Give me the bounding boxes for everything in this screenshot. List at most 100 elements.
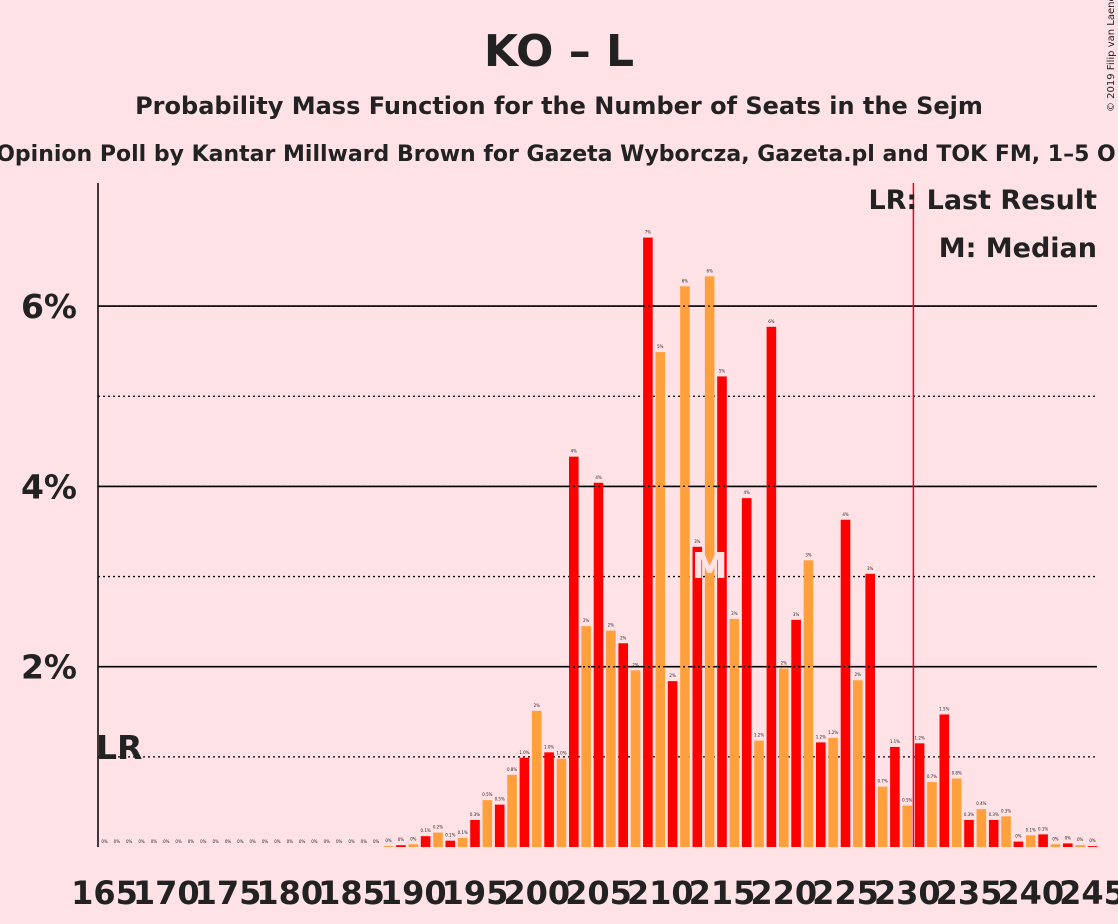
bar-label-208: 2% [632,662,639,667]
bar-245 [1087,846,1098,847]
x-tick-label-170: 170 [133,874,200,912]
bar-label-229: 1.1% [890,739,900,744]
bar-225 [840,519,851,847]
bar-label-245: 0% [1089,838,1096,843]
bar-label-221: 3% [793,612,800,617]
bar-label-193: 0.1% [445,833,455,838]
bar-label-237: 0.3% [989,812,999,817]
bar-227 [865,573,875,847]
bar-244 [1075,845,1085,847]
bar-237 [988,819,999,847]
bar-label-231: 1.2% [915,735,925,740]
bar-label-243: 0% [1065,835,1072,840]
bar-label-214: 6% [706,268,713,273]
bar-label-210: 5% [657,344,664,349]
bar-201 [544,752,554,847]
bar-label-202: 1.0% [556,751,566,756]
x-tick-label-185: 185 [318,874,385,912]
bar-242 [1050,844,1061,847]
bar-195 [470,819,480,847]
bar-label-217: 4% [744,490,751,495]
bar-label-180: 0% [287,839,294,844]
bar-label-198: 0.8% [507,767,517,772]
bar-label-188: 0% [385,838,392,843]
bar-label-191: 0.1% [421,828,431,833]
bar-label-192: 0.2% [433,825,443,830]
x-tick-label-200: 200 [503,874,570,912]
bar-label-165: 0% [101,839,108,844]
bar-label-200: 2% [534,703,541,708]
y-tick-label-2%: 2% [21,648,77,687]
chart-source: Opinion Poll by Kantar Millward Brown fo… [0,142,1116,167]
bar-label-204: 2% [583,618,590,623]
bar-label-194: 0.1% [458,830,468,835]
bar-label-218: 1.2% [754,733,764,738]
bar-label-184: 0% [336,839,343,844]
bar-label-234: 0.8% [952,770,962,775]
chart-subtitle: Probability Mass Function for the Number… [135,92,983,120]
bar-label-167: 0% [126,839,133,844]
bar-214 [704,276,715,848]
x-tick-label-245: 245 [1059,874,1118,912]
bar-label-173: 0% [200,839,207,844]
bar-198 [507,774,517,847]
x-tick-label-190: 190 [380,874,447,912]
x-tick-label-195: 195 [442,874,509,912]
bar-label-187: 0% [373,839,380,844]
bar-label-224: 1.2% [828,730,838,735]
x-tick-label-225: 225 [812,874,879,912]
bar-228 [877,786,888,847]
bar-189 [396,845,406,847]
bar-label-233: 1.5% [939,706,949,711]
bar-label-213: 3% [694,539,701,544]
bar-label-227: 3% [867,566,874,571]
bar-label-169: 0% [151,839,158,844]
bar-label-220: 2% [781,661,788,666]
bar-label-240: 0.1% [1026,827,1036,832]
bar-label-219: 6% [768,319,775,324]
bar-label-189: 0% [398,837,405,842]
bar-217 [741,498,752,847]
bar-207 [618,643,628,847]
bar-196 [482,800,493,847]
bar-224 [828,737,838,847]
bar-206 [606,630,616,847]
bar-label-166: 0% [114,839,121,844]
bar-label-181: 0% [299,839,306,844]
bar-219 [766,326,777,848]
bar-label-228: 0.7% [877,779,887,784]
bar-216 [729,618,740,847]
bar-label-201: 1.0% [544,744,554,749]
bar-label-232: 0.7% [927,774,937,779]
bar-212 [680,286,690,848]
bar-218 [754,740,764,847]
bar-label-178: 0% [262,839,269,844]
bar-209 [643,237,653,847]
bar-label-168: 0% [138,839,145,844]
x-tick-label-240: 240 [997,874,1064,912]
bar-234 [951,778,962,847]
bar-label-222: 3% [805,552,812,557]
bar-243 [1063,843,1073,847]
bar-202 [556,758,567,847]
bars [98,237,1098,848]
bar-232 [927,782,937,847]
bar-211 [667,681,678,847]
bar-238 [1001,816,1011,847]
markers: LR M [96,183,915,847]
bar-label-238: 0.3% [1001,808,1011,813]
bar-label-230: 0.5% [902,798,912,803]
bar-label-209: 7% [645,230,652,235]
bar-label-197: 0.5% [495,797,505,802]
x-tick-label-230: 230 [874,874,941,912]
bar-194 [457,837,468,847]
median-label: M [692,546,728,587]
bar-233 [939,714,950,847]
bar-label-207: 2% [620,635,627,640]
bar-215 [717,376,727,847]
bar-label-223: 1.2% [816,734,826,739]
bar-label-205: 4% [595,475,602,480]
bar-190 [408,844,419,847]
bar-label-216: 3% [731,611,738,616]
legend-median: M: Median [939,233,1097,264]
